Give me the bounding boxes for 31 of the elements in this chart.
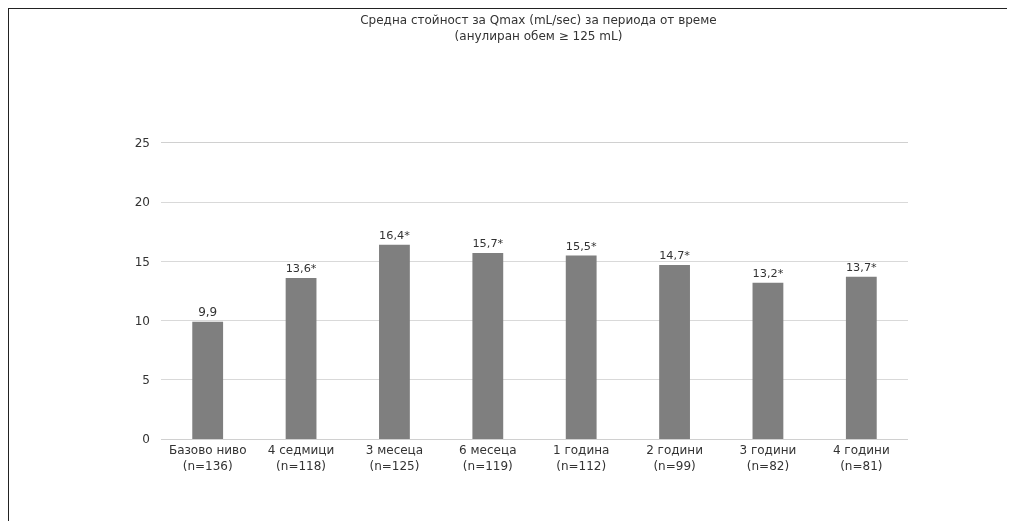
bar — [472, 253, 504, 439]
data-label: 15,5* — [565, 239, 597, 253]
data-label: 16,4* — [379, 229, 411, 242]
bar — [379, 244, 410, 439]
x-tick-label: 6 месеца (n=119) — [459, 443, 517, 473]
y-tick-label: 10 — [134, 313, 150, 328]
y-tick-label: 20 — [134, 195, 150, 210]
data-label: 13,6* — [285, 262, 317, 276]
y-tick-label: 0 — [142, 432, 150, 447]
data-label: 15,7* — [472, 237, 504, 251]
y-tick-label: 5 — [142, 373, 150, 387]
bar — [192, 321, 224, 439]
bar — [659, 264, 690, 439]
data-label: 13,7* — [845, 260, 878, 274]
bar — [845, 276, 877, 439]
x-tick-label: 4 години (n=81) — [832, 443, 890, 473]
x-tick-label: 1 година (n=112) — [552, 443, 610, 473]
x-tick-label: 3 години (n=82) — [739, 443, 797, 473]
bar — [752, 282, 784, 439]
data-label: 13,2* — [752, 266, 784, 280]
x-tick-label: Базово ниво (n=136) — [168, 443, 247, 473]
chart-title: Средна стойност за Qmax (mL/sec) за периода от време (анулиран обем ≥ 125 mL) — [360, 13, 717, 43]
x-tick-label: 3 месеца (n=125) — [365, 443, 424, 473]
data-label: 9,9 — [198, 304, 218, 319]
bar — [565, 255, 597, 439]
bar — [285, 277, 317, 439]
x-tick-label: 4 седмици (n=118) — [267, 443, 335, 473]
y-tick-label: 15 — [134, 254, 150, 269]
data-label: 14,7* — [659, 249, 691, 263]
x-tick-label: 2 години (n=99) — [646, 443, 703, 473]
y-tick-label: 25 — [134, 136, 150, 151]
